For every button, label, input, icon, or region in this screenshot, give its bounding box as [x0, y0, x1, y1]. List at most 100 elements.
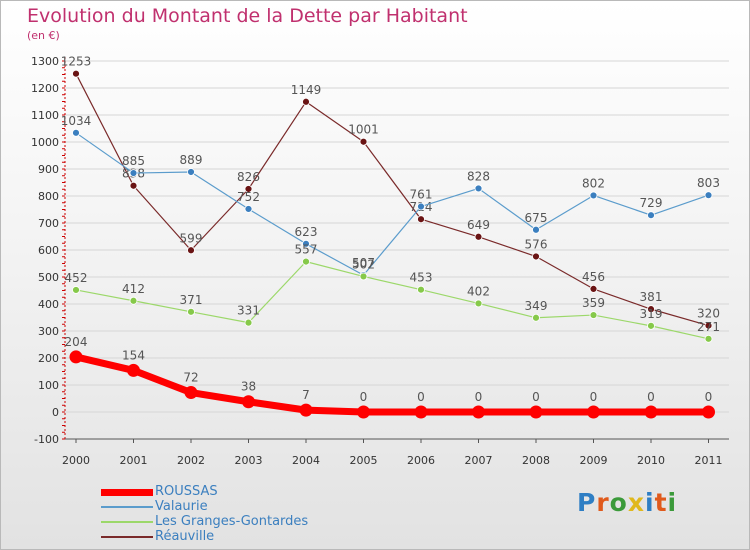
data-label: 885 — [122, 154, 145, 168]
data-point — [129, 181, 138, 190]
y-tick-label: 100 — [38, 379, 59, 392]
data-point — [417, 215, 425, 224]
series-line — [75, 73, 710, 327]
legend-swatch — [101, 521, 153, 523]
data-point — [532, 225, 540, 234]
y-tick-label: 700 — [38, 217, 59, 230]
data-point — [187, 168, 195, 176]
x-tick-label: 2008 — [522, 454, 550, 467]
data-label: 452 — [65, 271, 88, 285]
data-label: 0 — [647, 390, 655, 404]
data-label: 0 — [417, 390, 425, 404]
data-label: 371 — [180, 293, 203, 307]
data-label: 359 — [582, 296, 605, 310]
legend-label: Les Granges-Gontardes — [155, 514, 309, 529]
data-point — [704, 334, 713, 343]
data-label: 1253 — [61, 55, 92, 69]
data-point — [244, 205, 253, 213]
data-point — [472, 405, 485, 419]
x-tick-label: 2000 — [62, 454, 90, 467]
data-point — [299, 403, 313, 417]
y-tick-label: 1300 — [31, 55, 59, 68]
data-label: 154 — [122, 348, 145, 362]
data-point — [69, 350, 83, 364]
data-point — [302, 257, 310, 266]
data-label: 557 — [295, 243, 318, 257]
data-point — [589, 311, 598, 319]
x-tick-label: 2003 — [235, 454, 263, 467]
data-label: 649 — [467, 218, 490, 232]
data-point — [184, 386, 198, 400]
chart-title: Evolution du Montant de la Dette par Hab… — [27, 5, 468, 27]
data-point — [647, 211, 655, 220]
data-point — [414, 405, 428, 419]
y-tick-label: 900 — [38, 163, 59, 176]
x-tick-label: 2005 — [350, 454, 378, 467]
legend-label: Réauville — [155, 529, 215, 544]
data-label: 1034 — [61, 114, 92, 128]
legend-swatch — [101, 489, 153, 496]
data-label: 761 — [410, 188, 433, 202]
data-label: 7 — [302, 388, 310, 402]
data-point — [647, 321, 655, 330]
y-tick-label: 200 — [38, 352, 59, 365]
y-tick-label: 1100 — [31, 109, 59, 122]
data-label: 349 — [525, 299, 548, 313]
data-label: 502 — [352, 257, 375, 271]
legend-label: Valaurie — [155, 499, 208, 514]
data-point — [587, 405, 600, 419]
x-tick-label: 2006 — [407, 454, 435, 467]
data-label: 623 — [295, 225, 318, 239]
data-point — [529, 405, 543, 419]
y-tick-label: 1200 — [31, 82, 59, 95]
data-point — [417, 202, 425, 211]
data-label: 72 — [183, 371, 198, 385]
data-label: 1149 — [291, 83, 322, 97]
y-tick-label: 0 — [52, 406, 59, 419]
chart-subtitle: (en €) — [27, 29, 60, 42]
y-tick-label: 400 — [38, 298, 59, 311]
data-point — [129, 169, 138, 177]
x-tick-label: 2002 — [177, 454, 205, 467]
data-label: 402 — [467, 284, 490, 298]
data-label: 271 — [697, 320, 720, 334]
y-tick-label: 1000 — [31, 136, 59, 149]
series-line — [75, 261, 710, 340]
data-label: 0 — [532, 390, 540, 404]
data-label: 826 — [237, 170, 260, 184]
x-tick-label: 2007 — [465, 454, 493, 467]
data-point — [187, 246, 195, 255]
data-point — [417, 285, 425, 294]
x-tick-label: 2001 — [120, 454, 148, 467]
data-label: 381 — [640, 290, 663, 304]
data-label: 576 — [525, 237, 548, 251]
data-point — [242, 395, 255, 409]
data-label: 0 — [705, 390, 713, 404]
data-point — [532, 252, 540, 261]
data-point — [474, 184, 483, 193]
data-label: 453 — [410, 271, 433, 285]
data-label: 331 — [237, 304, 260, 318]
data-point — [704, 321, 713, 330]
x-tick-label: 2011 — [695, 454, 723, 467]
y-tick-label: 600 — [38, 244, 59, 257]
data-label: 803 — [697, 176, 720, 190]
data-label: 38 — [241, 380, 256, 394]
data-label: 675 — [525, 211, 548, 225]
data-label: 204 — [65, 335, 88, 349]
data-label: 729 — [640, 196, 663, 210]
y-tick-label: -100 — [34, 433, 59, 446]
data-point — [72, 286, 80, 294]
data-label: 889 — [180, 153, 203, 167]
data-point — [589, 191, 598, 200]
y-tick-label: 800 — [38, 190, 59, 203]
data-point — [704, 191, 713, 200]
proxiti-logo: Proxiti — [577, 488, 678, 517]
data-label: 828 — [467, 169, 490, 183]
data-label: 320 — [697, 307, 720, 321]
series-line — [72, 353, 712, 416]
data-point — [187, 307, 195, 316]
data-point — [359, 272, 368, 281]
